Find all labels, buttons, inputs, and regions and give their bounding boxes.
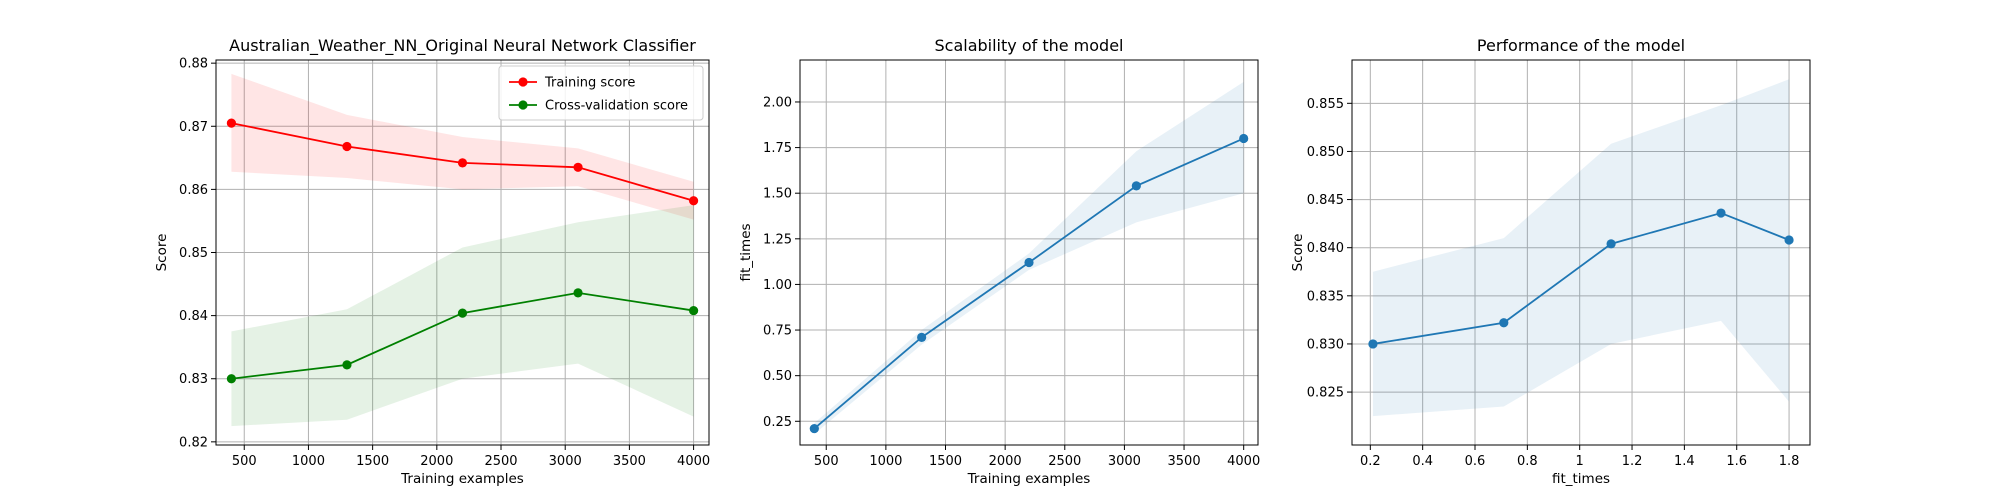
data-point: [688, 305, 699, 316]
data-point: [1024, 257, 1034, 268]
data-point: [1131, 181, 1141, 191]
y-axis-label: fit_times: [738, 223, 754, 281]
y-tick-label: 1.25: [763, 232, 792, 247]
x-tick-label: 3000: [549, 454, 582, 469]
data-point: [1716, 208, 1726, 218]
y-tick-label: 1.50: [763, 187, 792, 202]
legend-swatch-marker: [518, 100, 528, 110]
y-tick-label: 0.25: [763, 415, 792, 430]
x-tick-label: 1: [1576, 454, 1584, 469]
y-axis-label: Score: [154, 234, 170, 272]
y-tick-label: 0.84: [179, 309, 208, 324]
x-tick-label: 0.8: [1517, 454, 1538, 469]
chart-title: Scalability of the model: [935, 36, 1124, 55]
x-tick-label: 4000: [677, 454, 710, 469]
x-tick-label: 500: [232, 454, 257, 469]
x-tick-label: 1.2: [1622, 454, 1643, 469]
y-tick-label: 0.87: [179, 120, 208, 135]
y-tick-label: 0.50: [763, 369, 792, 384]
chart-title: Performance of the model: [1477, 36, 1685, 55]
legend: Training score Cross-validation score: [498, 65, 704, 121]
data-point: [1239, 133, 1249, 144]
x-tick-label: 1.4: [1674, 454, 1695, 469]
y-tick-label: 0.83: [179, 372, 208, 387]
x-tick-label: 2000: [420, 454, 453, 469]
chart-panel-3: 0.2 0.4 0.6 0.8 1 1.2 1.4 1.6 1.8 0.825 0.830 0.835…: [1290, 36, 1811, 487]
x-tick-label: 3500: [613, 454, 646, 469]
x-tick-label: 3500: [1168, 454, 1201, 469]
data-point: [1606, 239, 1616, 249]
x-axis-label: Training examples: [400, 471, 524, 487]
y-tick-label: 0.82: [179, 435, 208, 450]
data-point: [1499, 318, 1509, 328]
y-tick-label: 0.850: [1307, 145, 1344, 160]
y-tick-label: 0.85: [179, 246, 208, 261]
data-point: [342, 360, 352, 370]
y-tick-label: 0.825: [1307, 386, 1344, 401]
x-tick-label: 1.6: [1726, 454, 1747, 469]
y-tick-label: 0.75: [763, 324, 792, 339]
data-point: [457, 308, 468, 318]
chart-title: Australian_Weather_NN_Original Neural Ne…: [229, 36, 696, 56]
x-tick-label: 1.8: [1779, 454, 1800, 469]
x-tick-label: 0.4: [1412, 454, 1433, 469]
confidence-band-1: [231, 73, 694, 220]
x-tick-label: 1500: [929, 454, 962, 469]
y-tick-label: 0.845: [1307, 193, 1344, 208]
y-tick-label: 0.830: [1307, 337, 1344, 352]
y-tick-label: 1.75: [763, 141, 792, 156]
data-point: [1368, 339, 1378, 349]
data-point: [1784, 235, 1794, 245]
x-tick-label: 1000: [869, 454, 902, 469]
x-tick-label: 2000: [989, 454, 1022, 469]
x-tick-label: 1000: [292, 454, 325, 469]
axes-frame: [799, 59, 1259, 446]
legend-entry-label: Training score: [544, 76, 635, 91]
x-tick-label: 500: [814, 454, 839, 469]
x-tick-label: 0.6: [1465, 454, 1486, 469]
data-point: [226, 374, 237, 384]
data-point: [809, 423, 819, 434]
y-tick-label: 0.86: [179, 183, 208, 198]
x-tick-label: 2500: [1048, 454, 1081, 469]
x-tick-label: 0.2: [1360, 454, 1381, 469]
y-tick-label: 1.00: [763, 278, 792, 293]
x-tick-label: 3000: [1108, 454, 1141, 469]
axes-frame: [1351, 59, 1811, 446]
y-axis-label: Score: [1290, 234, 1306, 272]
y-tick-label: 0.855: [1307, 97, 1344, 112]
data-point: [226, 118, 237, 128]
legend-swatch-marker: [518, 77, 528, 87]
y-tick-label: 0.88: [179, 57, 208, 72]
data-point: [917, 332, 927, 342]
x-axis-label: Training examples: [967, 471, 1091, 487]
y-tick-label: 2.00: [763, 95, 792, 110]
x-tick-label: 4000: [1227, 454, 1260, 469]
legend-entry-label: Cross-validation score: [545, 99, 688, 114]
y-tick-label: 0.835: [1307, 289, 1344, 304]
x-tick-label: 1500: [356, 454, 389, 469]
legend-box: [498, 65, 704, 121]
data-point: [573, 162, 583, 172]
data-point: [342, 141, 352, 152]
chart-panel-1: 500 1000 1500 2000 2500 3000 3500 4000 0.82 0.83 0…: [154, 36, 710, 487]
data-point: [573, 288, 583, 298]
data-point: [457, 158, 468, 168]
confidence-band-1: [1372, 79, 1790, 417]
x-axis-label: fit_times: [1552, 471, 1610, 487]
chart-panel-2: 500 1000 1500 2000 2500 3000 3500 4000 0.25 0.50 0…: [738, 36, 1260, 487]
x-tick-label: 2500: [484, 454, 517, 469]
data-point: [688, 196, 699, 206]
y-tick-label: 0.840: [1307, 241, 1344, 256]
